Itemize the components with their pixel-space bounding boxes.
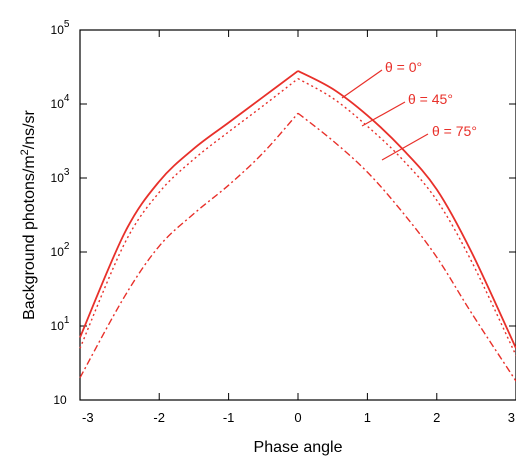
x-tick-label: -3 [82, 410, 94, 425]
legend-leader-2 [361, 101, 406, 127]
y-tick-label: 102 [51, 241, 70, 259]
y-tick-exponent: 3 [64, 167, 70, 178]
x-axis-ticks: -3 -2 -1 0 1 2 3 [79, 30, 516, 425]
series-layer [79, 70, 516, 382]
y-tick-exponent: 1 [64, 315, 70, 326]
y-axis-ticks: 10 101 102 103 104 105 [51, 19, 516, 407]
x-tick-label: 3 [508, 410, 515, 425]
series-line-3 [79, 112, 516, 382]
legend-label-1: θ = 0° [385, 59, 422, 75]
legend-leader-3 [381, 133, 429, 161]
y-tick-exponent: 4 [64, 93, 70, 104]
plot-frame [79, 29, 516, 401]
y-tick-label: 10 [53, 393, 67, 407]
legend-layer: θ = 0° θ = 45° θ = 75° [341, 59, 477, 161]
y-tick-label: 103 [51, 167, 70, 185]
legend-label-2: θ = 45° [408, 91, 453, 107]
x-tick-label: 0 [294, 410, 301, 425]
legend-leader-1 [341, 69, 383, 99]
x-tick-label: 1 [364, 410, 371, 425]
series-line-2 [79, 78, 516, 356]
x-axis-label: Phase angle [254, 439, 343, 456]
y-tick-exponent: 5 [64, 19, 70, 30]
y-axis-label: Background photons/m2/ns/sr [19, 109, 38, 319]
x-tick-label: -1 [223, 410, 235, 425]
y-tick-label: 105 [51, 19, 70, 37]
x-tick-label: -2 [153, 410, 165, 425]
y-tick-label: 101 [51, 315, 70, 333]
x-tick-label: 2 [433, 410, 440, 425]
y-tick-exponent: 2 [64, 241, 70, 252]
y-tick-label: 104 [51, 93, 70, 111]
series-line-1 [79, 70, 516, 349]
legend-label-3: θ = 75° [432, 123, 477, 139]
